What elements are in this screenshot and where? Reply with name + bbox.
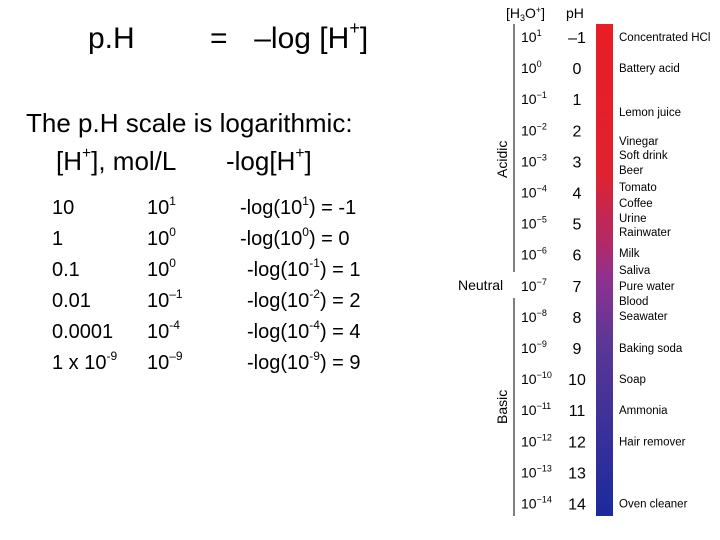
ph-value: 6 [573, 248, 582, 265]
example-label: Seawater [619, 311, 668, 323]
example-label: Pure water [619, 281, 675, 293]
ph-value: –1 [568, 30, 586, 47]
h3o-value: 10−13 [521, 463, 552, 480]
example-label: Saliva [619, 265, 651, 277]
table-cell-power: 101 [147, 193, 176, 219]
h3o-value: 10−14 [521, 495, 552, 512]
ph-value: 9 [573, 341, 582, 358]
conc-column: 10 1 0.1 0.01 0.0001 1 x 10-9 [52, 193, 117, 379]
table-cell-conc: 0.01 [52, 290, 91, 312]
table-cell-calc: -log(10-1) = 1 [247, 255, 361, 281]
ph-gradient-bar [596, 24, 613, 516]
ph-column-header: pH [566, 5, 584, 21]
h3o-value: 10−12 [521, 432, 552, 449]
formula-minus: – [254, 22, 271, 55]
example-label: Tomato [619, 182, 657, 194]
example-label: Milk [619, 248, 640, 260]
ph-value: 5 [573, 217, 582, 234]
h3o-value: 10−1 [521, 90, 547, 107]
power-column: 101 100 100 10–1 10-4 10–9 [147, 193, 183, 379]
example-label: Urine [619, 213, 646, 225]
formula-log: log [270, 22, 311, 55]
ph-value: 0 [573, 61, 582, 78]
neglog-column-header: -log[H+] [226, 145, 312, 176]
table-cell-power: 10–1 [147, 286, 183, 312]
h3o-value: 10−5 [521, 215, 547, 232]
h3o-value: 10−11 [521, 401, 551, 418]
example-label: Soap [619, 374, 646, 386]
h3o-value: 10−8 [521, 308, 547, 325]
intro-line: The p.H scale is logarithmic: [26, 108, 353, 138]
table-cell-conc: 1 [52, 228, 64, 250]
ph-formula: = –log [H+] [210, 19, 369, 56]
example-label: Oven cleaner [619, 499, 688, 511]
example-label: Baking soda [619, 343, 683, 355]
formula-eq: = [210, 22, 228, 55]
table-cell-conc: 0.1 [52, 259, 80, 281]
h3o-value: 10−6 [521, 246, 547, 263]
example-label: Hair remover [619, 436, 686, 448]
example-label: Battery acid [619, 63, 680, 75]
example-label: Soft drink [619, 150, 668, 162]
neutral-label: Neutral [458, 277, 503, 293]
example-label: Ammonia [619, 405, 668, 417]
table-cell-conc: 10 [52, 197, 75, 219]
conc-column-header: [H+], mol/L [56, 145, 177, 176]
example-label: Coffee [619, 198, 653, 210]
table-cell-conc: 0.0001 [52, 321, 114, 343]
h3o-value: 10−9 [521, 339, 547, 356]
formula-bracket-close: ] [359, 22, 369, 55]
example-label: Blood [619, 296, 648, 308]
table-cell-calc: -log(100) = 0 [240, 224, 350, 250]
table-cell-power: 10-4 [147, 317, 180, 343]
h3o-value: 101 [521, 28, 542, 45]
h3o-value: 10−2 [521, 121, 547, 138]
example-label: Beer [619, 165, 643, 177]
ph-title: p.H [88, 22, 135, 56]
table-cell-conc: 1 x 10-9 [52, 348, 118, 374]
ph-value: 1 [573, 92, 582, 109]
ph-label: p.H [88, 22, 135, 55]
table-cell-calc: -log(101) = -1 [240, 193, 357, 219]
ph-value: 13 [568, 465, 586, 482]
example-label: Lemon juice [619, 107, 681, 119]
ph-value: 3 [573, 154, 582, 171]
table-cell-power: 100 [147, 255, 176, 281]
ph-value: 12 [568, 434, 586, 451]
column-headers: [H+], mol/L [56, 146, 176, 177]
h3o-value: 100 [521, 59, 542, 76]
ph-value: 14 [568, 497, 586, 514]
formula-bracket-open: [ [319, 22, 328, 55]
acidic-label: Acidic [494, 141, 510, 178]
h3o-value: 10−10 [521, 370, 552, 387]
ph-value: 10 [568, 372, 586, 389]
h3o-column-header: [H3O+] [506, 5, 545, 23]
basic-label: Basic [494, 390, 510, 424]
ph-value: 11 [569, 403, 586, 420]
table-cell-power: 10–9 [147, 348, 183, 374]
formula-h: H [327, 22, 350, 55]
h3o-value: 10−4 [521, 184, 547, 201]
calc-column: -log(101) = -1 -log(100) = 0 -log(10-1) … [240, 193, 361, 379]
table-cell-calc: -log(10-4) = 4 [247, 317, 361, 343]
ph-value: 8 [573, 310, 582, 327]
example-label: Vinegar [619, 136, 659, 148]
ph-value: 7 [573, 279, 582, 296]
h3o-value: 10−3 [521, 152, 547, 169]
h3o-value: 10−7 [521, 277, 547, 294]
table-cell-calc: -log(10-2) = 2 [247, 286, 361, 312]
table-cell-power: 100 [147, 224, 176, 250]
example-label: Rainwater [619, 227, 671, 239]
example-label: Concentrated HCl [619, 32, 710, 44]
ph-value: 4 [573, 186, 582, 203]
table-cell-calc: -log(10-9) = 9 [247, 348, 361, 374]
ph-value: 2 [573, 123, 582, 140]
formula-plus: + [349, 18, 360, 39]
